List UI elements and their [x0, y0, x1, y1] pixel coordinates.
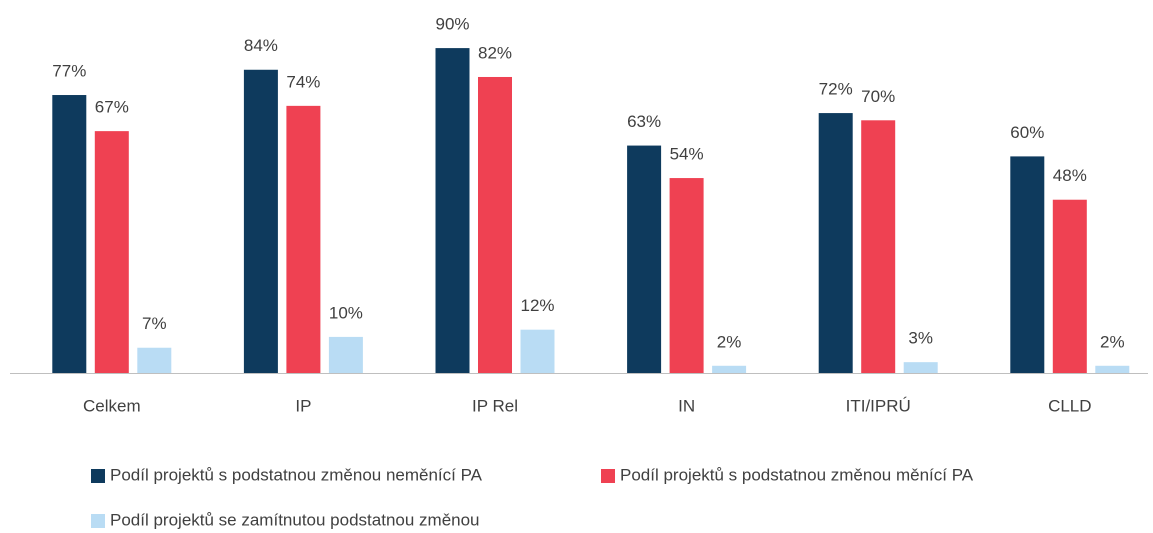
data-label: 82%	[478, 43, 512, 62]
legend-label: Podíl projektů s podstatnou změnou měníc…	[620, 465, 974, 484]
data-label: 3%	[908, 329, 933, 348]
data-label: 54%	[670, 145, 704, 164]
bar	[627, 145, 662, 373]
bar	[328, 336, 363, 373]
x-tick-label: IP	[295, 396, 311, 415]
legend-label: Podíl projektů s podstatnou změnou neměn…	[110, 465, 483, 484]
data-label: 84%	[244, 36, 278, 55]
x-tick-label: Celkem	[83, 396, 141, 415]
bar	[712, 365, 747, 373]
legend-swatch	[91, 514, 105, 528]
bar	[286, 105, 321, 374]
data-label: 48%	[1053, 166, 1087, 185]
bar	[1010, 156, 1045, 373]
data-label: 72%	[819, 80, 853, 99]
data-label: 10%	[329, 303, 363, 322]
x-tick-label: CLLD	[1048, 396, 1091, 415]
bar	[520, 329, 555, 373]
bar	[243, 69, 278, 373]
data-label: 67%	[95, 98, 129, 117]
data-label: 74%	[286, 72, 320, 91]
data-label: 70%	[861, 87, 895, 106]
data-label: 77%	[52, 62, 86, 81]
x-tick-label: ITI/IPRÚ	[846, 396, 911, 415]
data-label: 2%	[717, 332, 742, 351]
data-label: 90%	[435, 15, 469, 34]
legend-label: Podíl projektů se zamítnutou podstatnou …	[110, 510, 480, 529]
x-tick-label: IP Rel	[472, 396, 518, 415]
data-label: 7%	[142, 314, 167, 333]
legend-swatch	[91, 469, 105, 483]
bar	[1095, 365, 1130, 373]
bar	[478, 76, 512, 373]
bar	[903, 362, 938, 373]
data-label: 12%	[520, 296, 554, 315]
bar	[137, 347, 172, 373]
legend-swatch	[601, 469, 615, 483]
bar	[435, 48, 470, 373]
bar	[818, 113, 853, 373]
bar	[861, 120, 896, 373]
x-tick-label: IN	[678, 396, 695, 415]
data-label: 2%	[1100, 332, 1125, 351]
data-label: 60%	[1010, 123, 1044, 142]
bar	[669, 178, 704, 373]
bar	[1052, 199, 1087, 373]
bar	[52, 95, 87, 373]
data-label: 63%	[627, 112, 661, 131]
bar	[94, 131, 129, 373]
